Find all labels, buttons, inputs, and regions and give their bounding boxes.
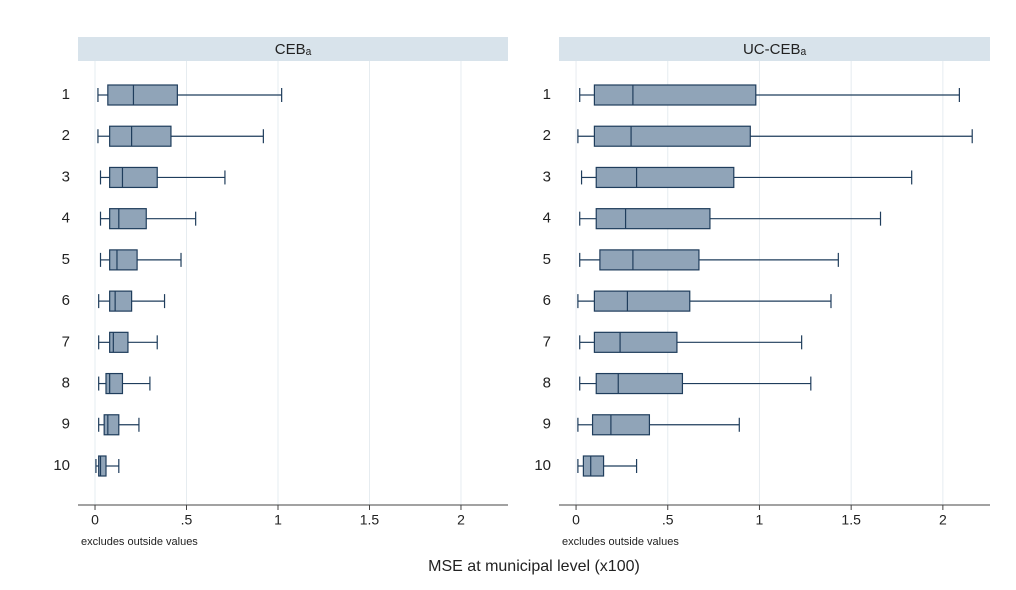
x-tick-label: .5 <box>181 512 193 528</box>
y-tick-label: 1 <box>543 86 551 103</box>
y-tick-label: 2 <box>62 127 70 144</box>
y-tick-label: 3 <box>543 168 551 185</box>
x-tick-label: .5 <box>662 512 674 528</box>
box <box>109 166 158 189</box>
y-tick-label: 9 <box>62 416 70 433</box>
panel-title: UC-CEBₐ <box>743 41 807 58</box>
box <box>98 455 107 477</box>
box <box>595 372 684 395</box>
x-axis-title: MSE at municipal level (x100) <box>428 558 640 575</box>
box <box>582 455 605 477</box>
box <box>109 331 129 353</box>
box <box>595 166 735 189</box>
box <box>593 125 751 147</box>
y-tick-label: 10 <box>534 457 551 474</box>
axis-note: excludes outside values <box>81 536 198 548</box>
y-tick-label: 7 <box>62 333 70 350</box>
y-tick-label: 6 <box>62 292 70 309</box>
x-tick-label: 0 <box>91 512 99 528</box>
y-tick-label: 8 <box>62 375 70 392</box>
box <box>595 208 711 230</box>
y-tick-label: 3 <box>62 168 70 185</box>
x-tick-label: 1 <box>274 512 282 528</box>
y-tick-label: 4 <box>543 210 551 227</box>
box <box>103 414 120 436</box>
y-tick-label: 8 <box>543 375 551 392</box>
x-tick-label: 2 <box>939 512 947 528</box>
y-tick-label: 1 <box>62 86 70 103</box>
y-tick-label: 4 <box>62 210 70 227</box>
panel-title: CEBₐ <box>275 41 312 58</box>
box <box>593 84 757 106</box>
y-tick-label: 9 <box>543 416 551 433</box>
y-tick-label: 5 <box>62 251 70 268</box>
y-tick-label: 10 <box>53 457 70 474</box>
panel-header <box>78 37 508 61</box>
panel-header <box>559 37 990 61</box>
box <box>107 84 178 106</box>
x-tick-label: 2 <box>457 512 465 528</box>
box <box>109 125 172 147</box>
x-tick-label: 1.5 <box>360 512 380 528</box>
box <box>109 249 138 271</box>
y-tick-label: 7 <box>543 333 551 350</box>
box <box>599 249 700 271</box>
axis-note: excludes outside values <box>562 536 679 548</box>
x-tick-label: 0 <box>572 512 580 528</box>
x-tick-label: 1 <box>756 512 764 528</box>
box <box>109 290 133 312</box>
y-tick-label: 6 <box>543 292 551 309</box>
x-tick-label: 1.5 <box>841 512 861 528</box>
box <box>593 290 691 312</box>
y-tick-label: 2 <box>543 127 551 144</box>
y-tick-label: 5 <box>543 251 551 268</box>
box <box>105 372 124 395</box>
box <box>109 208 147 230</box>
box <box>593 331 678 353</box>
box <box>591 414 651 436</box>
